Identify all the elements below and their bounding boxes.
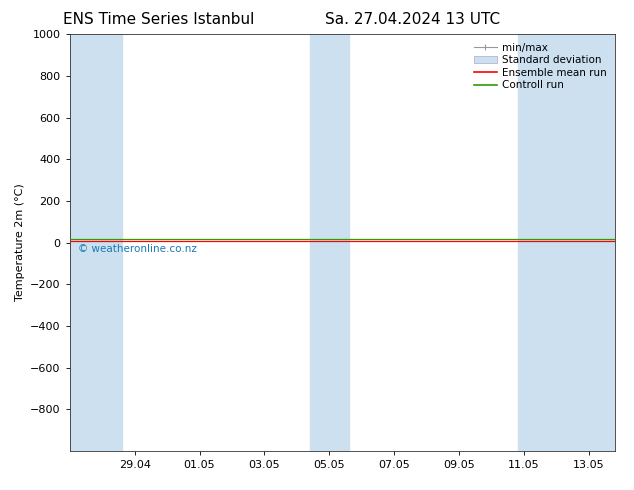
Bar xyxy=(517,34,615,451)
Bar xyxy=(310,34,349,451)
Text: ENS Time Series Istanbul: ENS Time Series Istanbul xyxy=(63,12,254,27)
Bar xyxy=(70,34,122,451)
Y-axis label: Temperature 2m (°C): Temperature 2m (°C) xyxy=(15,184,25,301)
Legend: min/max, Standard deviation, Ensemble mean run, Controll run: min/max, Standard deviation, Ensemble me… xyxy=(470,40,610,94)
Text: Sa. 27.04.2024 13 UTC: Sa. 27.04.2024 13 UTC xyxy=(325,12,500,27)
Text: © weatheronline.co.nz: © weatheronline.co.nz xyxy=(78,244,197,254)
